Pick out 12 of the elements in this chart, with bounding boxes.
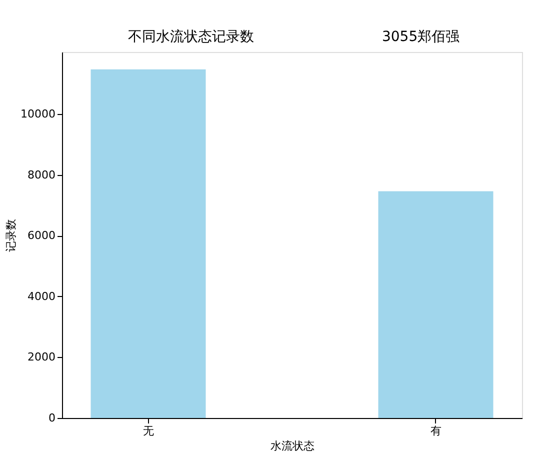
text: 3055郑佰强	[382, 29, 460, 45]
y-tick-label: 6000	[28, 229, 56, 242]
x-axis-title: 水流状态	[270, 440, 314, 452]
y-tick-label: 0	[48, 412, 56, 424]
x-tick-label: 有	[430, 424, 442, 438]
x-tick-label: 无	[142, 424, 154, 438]
y-tick-label: 4000	[28, 290, 56, 303]
y-tick-label: 2000	[28, 350, 56, 364]
y-tick-label: 8000	[28, 168, 56, 182]
chart-title: 不同水流状态记录数	[128, 29, 254, 45]
y-axis-title: 记录数	[4, 219, 18, 252]
y-tick-label: 10000	[20, 108, 56, 121]
